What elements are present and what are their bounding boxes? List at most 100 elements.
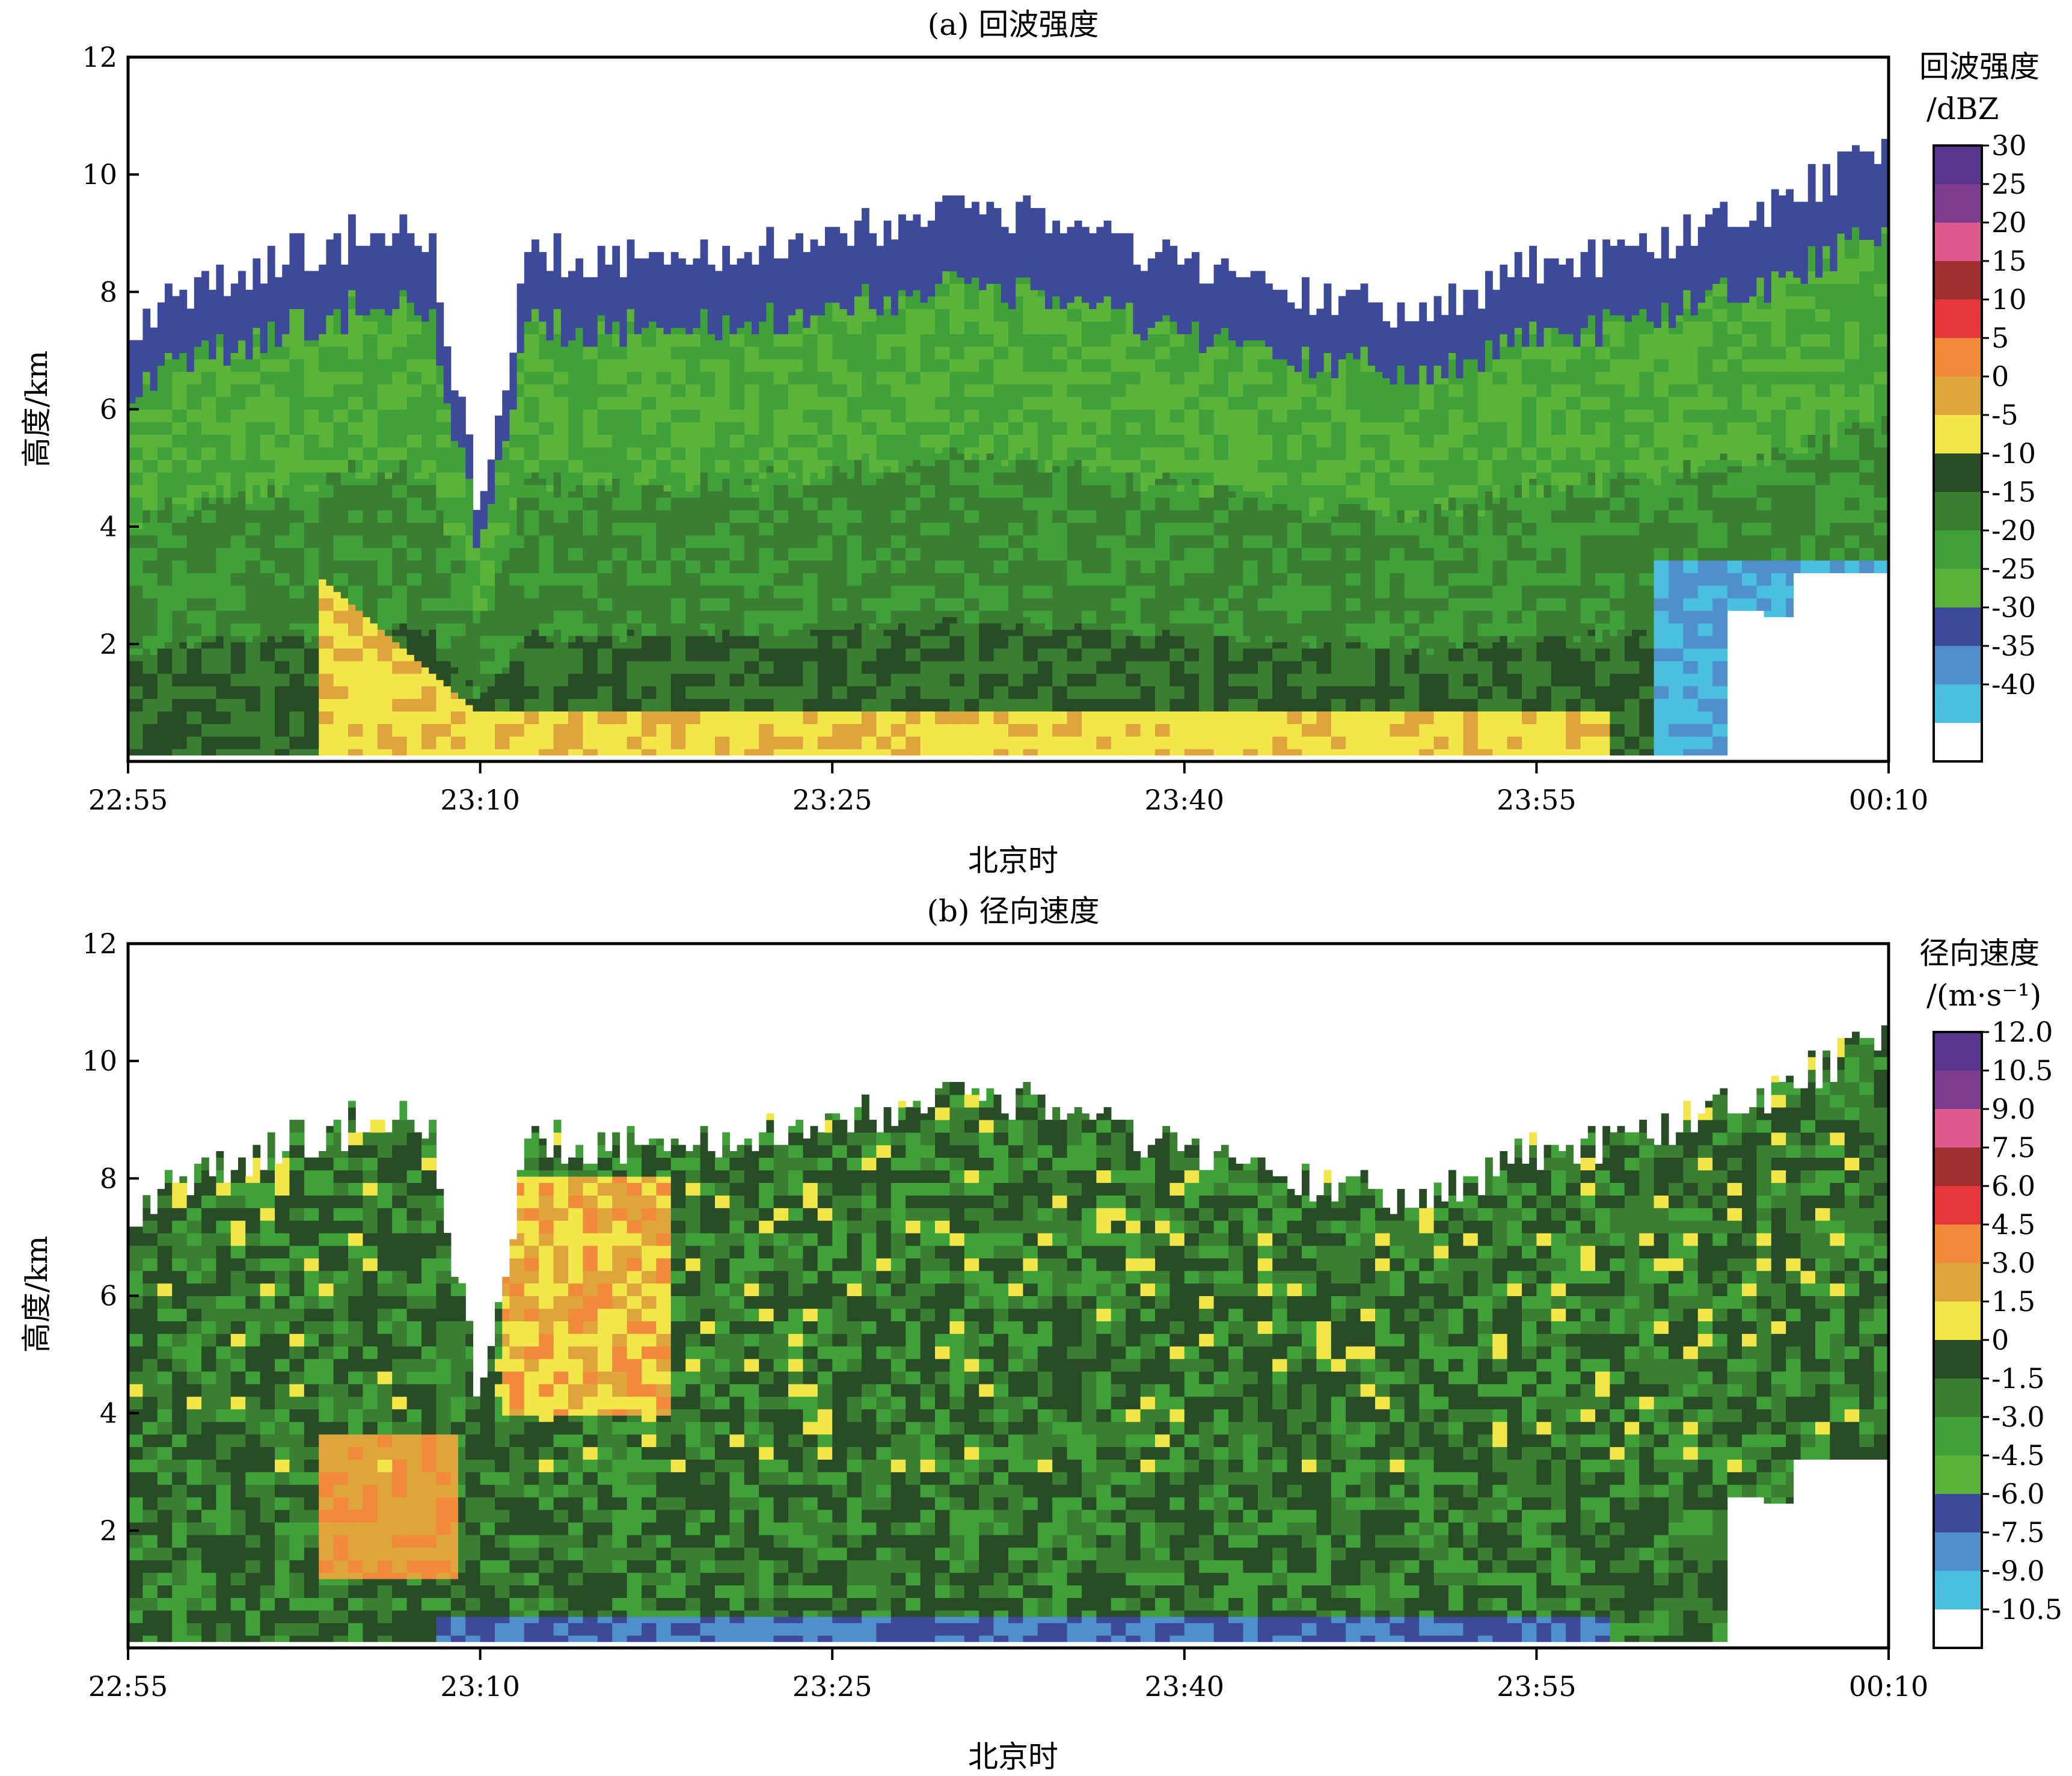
heatmap-cell (516, 453, 525, 460)
heatmap-cell (311, 610, 319, 618)
heatmap-cell (450, 654, 459, 662)
heatmap-cell (289, 245, 298, 253)
heatmap-cell (245, 629, 253, 636)
heatmap-cell (597, 736, 605, 743)
heatmap-cell (340, 749, 349, 756)
heatmap-cell (230, 573, 239, 580)
heatmap-cell (553, 629, 562, 636)
heatmap-cell (612, 692, 620, 699)
heatmap-cell (355, 560, 363, 567)
heatmap-cell (377, 466, 385, 473)
heatmap-cell (502, 698, 510, 705)
heatmap-cell (209, 453, 216, 460)
heatmap-cell (333, 742, 342, 749)
heatmap-cell (458, 409, 466, 416)
heatmap-cell (436, 698, 444, 705)
heatmap-cell (260, 704, 268, 711)
heatmap-cell (150, 692, 158, 699)
heatmap-cell (230, 428, 239, 435)
heatmap-cell (553, 277, 562, 284)
heatmap-cell (326, 698, 334, 705)
heatmap-cell (296, 591, 305, 598)
heatmap-cell (230, 717, 239, 724)
heatmap-cell (516, 667, 525, 674)
heatmap-cell (458, 554, 466, 561)
heatmap-cell (333, 472, 342, 479)
heatmap-cell (539, 503, 547, 511)
heatmap-cell (194, 566, 202, 573)
heatmap-cell (575, 642, 583, 649)
heatmap-cell (583, 516, 591, 523)
heatmap-cell (245, 378, 253, 385)
heatmap-cell (135, 485, 143, 492)
heatmap-cell (238, 566, 246, 573)
heatmap-cell (216, 579, 224, 586)
heatmap-cell (157, 453, 165, 460)
heatmap-cell (296, 635, 305, 642)
heatmap-cell (583, 315, 591, 322)
heatmap-cell (348, 667, 356, 674)
heatmap-cell (209, 686, 216, 693)
heatmap-cell (502, 466, 510, 473)
heatmap-cell (165, 390, 173, 398)
heatmap-cell (392, 396, 400, 404)
heatmap-cell (553, 497, 562, 504)
heatmap-cell (326, 585, 334, 592)
heatmap-cell (245, 610, 253, 618)
heatmap-cell (509, 440, 518, 447)
heatmap-cell (311, 717, 319, 724)
heatmap-cell (172, 585, 180, 592)
heatmap-cell (612, 591, 620, 598)
heatmap-cell (267, 346, 275, 353)
heatmap-cell (230, 453, 239, 460)
heatmap-cell (363, 535, 371, 542)
heatmap-cell (619, 654, 628, 662)
heatmap-cell (414, 660, 422, 668)
heatmap-cell (509, 403, 518, 410)
heatmap-cell (612, 459, 620, 467)
heatmap-cell (568, 704, 576, 711)
heatmap-cell (487, 541, 495, 548)
heatmap-cell (370, 334, 378, 341)
heatmap-cell (605, 749, 613, 756)
heatmap-cell (150, 529, 158, 536)
heatmap-cell (304, 309, 312, 316)
heatmap-cell (253, 604, 261, 611)
heatmap-cell (289, 447, 298, 454)
heatmap-cell (532, 340, 539, 347)
heatmap-cell (502, 447, 510, 454)
heatmap-cell (421, 573, 429, 580)
heatmap-cell (194, 673, 202, 680)
heatmap-cell (296, 321, 305, 328)
heatmap-cell (590, 591, 598, 598)
heatmap-cell (157, 686, 165, 693)
heatmap-cell (333, 440, 342, 447)
heatmap-cell (209, 566, 216, 573)
heatmap-cell (546, 610, 554, 618)
heatmap-cell (216, 277, 224, 284)
heatmap-cell (304, 327, 312, 334)
heatmap-cell (612, 742, 620, 749)
heatmap-cell (539, 660, 547, 668)
heatmap-cell (524, 579, 532, 586)
heatmap-cell (450, 680, 459, 687)
heatmap-cell (436, 591, 444, 598)
heatmap-cell (363, 416, 371, 423)
heatmap-cell (216, 459, 224, 467)
heatmap-cell (260, 591, 268, 598)
heatmap-cell (568, 560, 576, 567)
heatmap-cell (619, 616, 628, 624)
heatmap-cell (128, 497, 136, 504)
heatmap-cell (253, 516, 261, 523)
heatmap-cell (465, 654, 473, 662)
heatmap-cell (186, 321, 195, 328)
heatmap-cell (363, 573, 371, 580)
heatmap-cell (230, 635, 239, 642)
heatmap-cell (539, 321, 547, 328)
heatmap-cell (502, 478, 510, 485)
heatmap-cell (179, 673, 188, 680)
heatmap-cell (553, 283, 562, 290)
heatmap-cell (487, 560, 495, 567)
heatmap-cell (165, 371, 173, 378)
heatmap-cell (575, 434, 583, 441)
